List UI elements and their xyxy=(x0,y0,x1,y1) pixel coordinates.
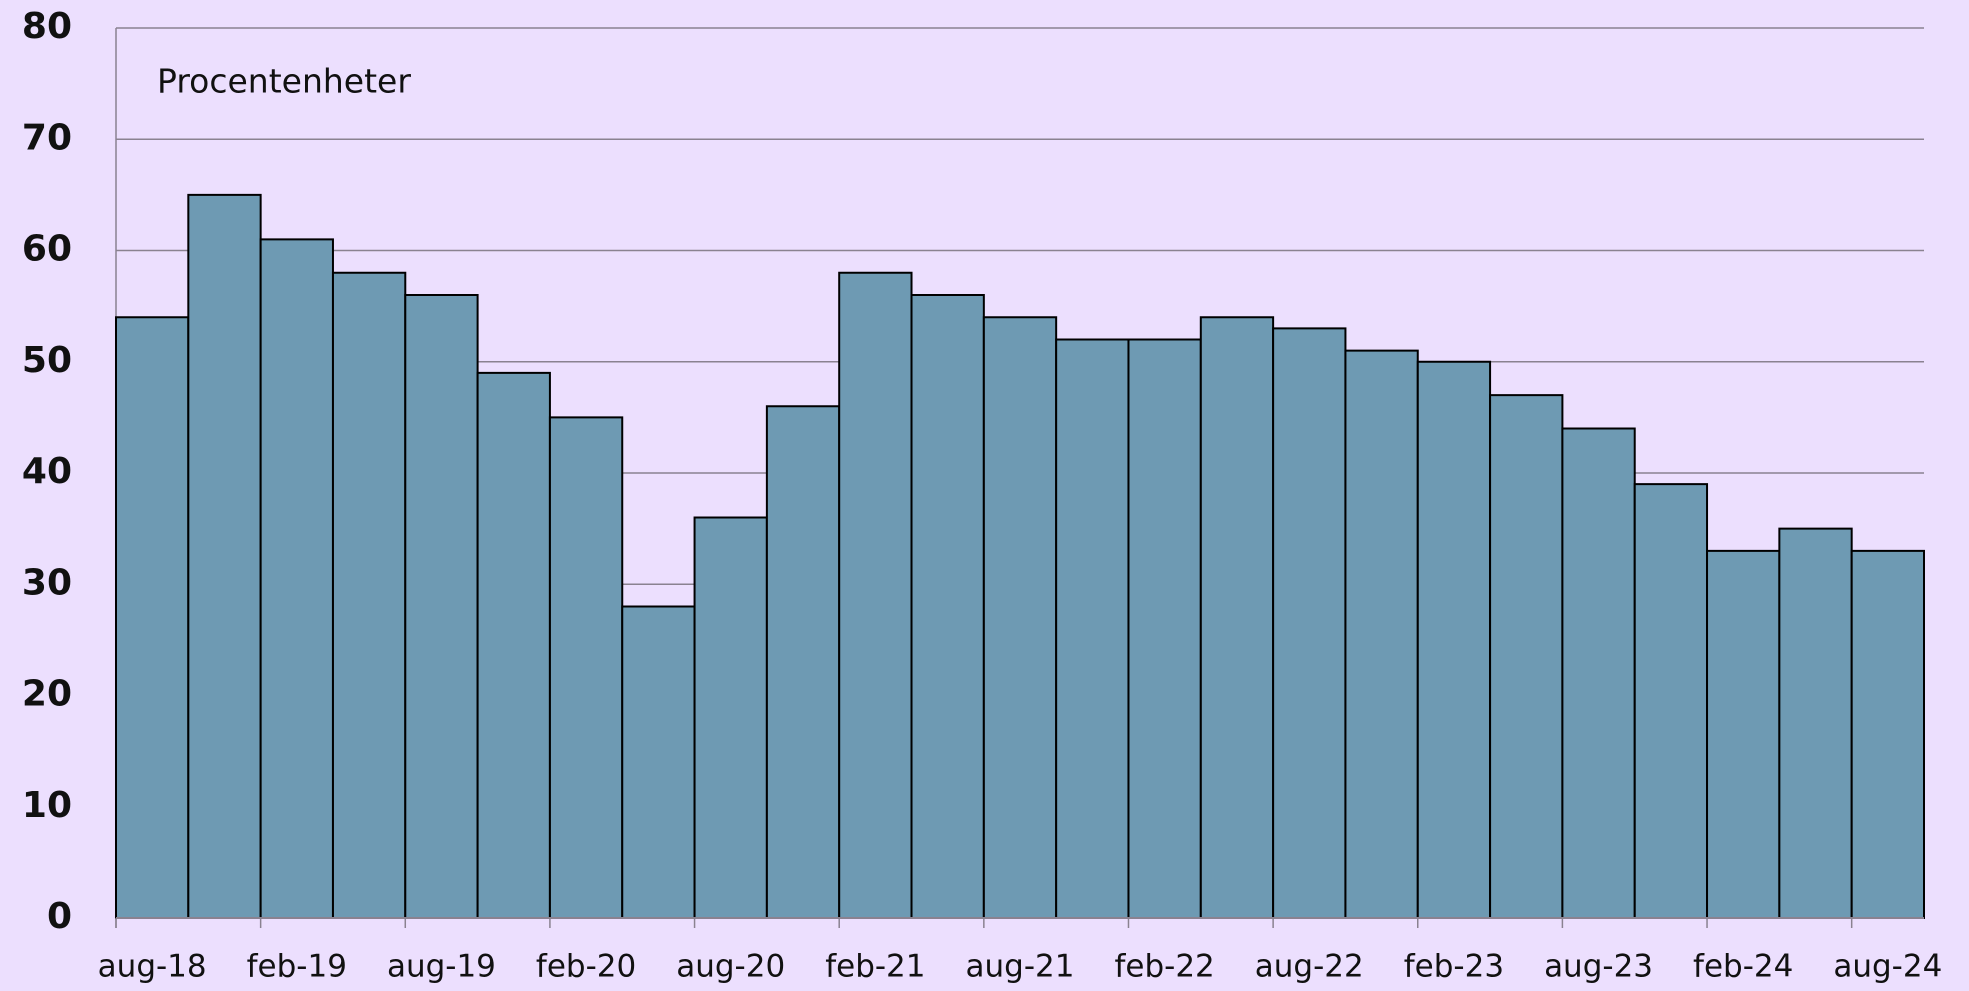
bar xyxy=(1850,549,1926,919)
bar xyxy=(1561,427,1636,919)
bar xyxy=(115,316,190,919)
bar xyxy=(838,271,913,919)
x-tick-label: feb-20 xyxy=(536,949,636,985)
x-tick-label: feb-19 xyxy=(247,949,347,985)
y-tick-label: 40 xyxy=(22,451,72,492)
bar xyxy=(1272,327,1347,919)
y-tick-label: 0 xyxy=(47,896,72,937)
y-tick-label: 30 xyxy=(22,562,72,603)
bar xyxy=(259,238,334,919)
bar xyxy=(476,371,551,919)
x-tick-label: aug-21 xyxy=(966,949,1075,985)
bar xyxy=(1127,338,1202,919)
annotation: Procentenheter xyxy=(157,62,411,101)
bar xyxy=(621,605,696,919)
bar xyxy=(1416,360,1492,919)
x-tick-label: feb-21 xyxy=(825,949,925,985)
y-tick-label: 20 xyxy=(22,674,72,715)
x-tick-label: aug-23 xyxy=(1544,949,1653,985)
bar xyxy=(331,271,407,919)
bar xyxy=(910,294,985,919)
bar xyxy=(548,416,624,919)
x-tick-label: feb-22 xyxy=(1114,949,1214,985)
bar xyxy=(1199,316,1275,919)
bar xyxy=(1489,394,1564,919)
y-tick-label: 10 xyxy=(22,785,72,826)
y-tick-label: 50 xyxy=(22,340,72,381)
bar xyxy=(1633,483,1709,919)
x-tick-label: aug-20 xyxy=(676,949,785,985)
y-tick-label: 70 xyxy=(22,117,72,158)
x-tick-label: aug-24 xyxy=(1833,949,1942,985)
y-tick-label: 60 xyxy=(22,229,72,270)
bar xyxy=(187,193,262,919)
bar xyxy=(1344,349,1419,919)
x-tick-label: feb-24 xyxy=(1693,949,1793,985)
bar xyxy=(1055,338,1130,919)
x-tick-label: feb-23 xyxy=(1404,949,1504,985)
y-tick-label: 80 xyxy=(22,6,72,47)
bar xyxy=(1778,527,1853,919)
bar xyxy=(1706,549,1781,919)
bar xyxy=(404,294,479,919)
x-tick-label: aug-18 xyxy=(98,949,207,985)
bar xyxy=(765,405,841,919)
x-tick-label: aug-22 xyxy=(1255,949,1364,985)
x-tick-label: aug-19 xyxy=(387,949,496,985)
bar xyxy=(982,316,1058,919)
bar xyxy=(693,516,768,919)
